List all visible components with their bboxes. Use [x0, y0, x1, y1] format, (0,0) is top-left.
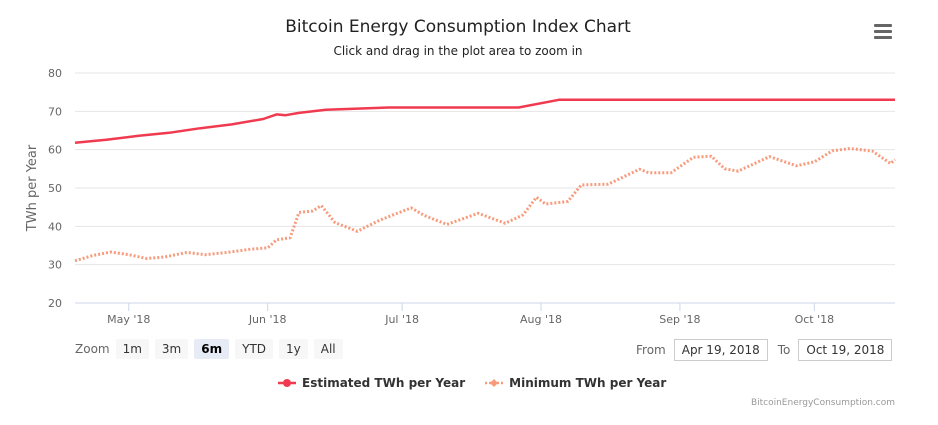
credit-link[interactable]: BitcoinEnergyConsumption.com: [750, 398, 895, 408]
x-tick-label: May '18: [107, 313, 150, 326]
range-button-1m[interactable]: 1m: [115, 339, 149, 359]
date-range-inputs: From Apr 19, 2018 To Oct 19, 2018: [636, 339, 902, 361]
y-tick-label: 50: [48, 182, 62, 195]
range-button-all[interactable]: All: [313, 339, 343, 359]
range-button-ytd[interactable]: YTD: [235, 339, 274, 359]
menu-bar: [874, 30, 892, 33]
legend-item-minimum[interactable]: Minimum TWh per Year: [485, 376, 666, 390]
hamburger-menu-icon[interactable]: [872, 24, 894, 42]
x-axis: May '18 Jun '18 Jul '18 Aug '18 Sep '18 Oct '…: [107, 303, 834, 326]
y-tick-label: 30: [48, 259, 62, 272]
y-tick-label: 20: [48, 297, 62, 310]
y-tick-label: 40: [48, 220, 62, 233]
y-tick-label: 60: [48, 144, 62, 157]
from-label: From: [636, 343, 666, 357]
to-label: To: [777, 343, 791, 357]
legend-label-minimum: Minimum TWh per Year: [509, 376, 667, 390]
y-tick-label: 80: [48, 67, 62, 80]
chart-subtitle: Click and drag in the plot area to zoom …: [333, 44, 583, 58]
range-button-1y[interactable]: 1y: [279, 339, 308, 359]
series-line-minimum[interactable]: [74, 147, 896, 263]
to-date-input[interactable]: Oct 19, 2018: [798, 339, 893, 361]
range-button-6m[interactable]: 6m: [194, 339, 230, 359]
y-tick-label: 70: [48, 105, 62, 118]
chart-legend: Estimated TWh per Year Minimum TWh per Y…: [278, 376, 686, 390]
grid-lines: [75, 72, 895, 304]
legend-label-estimated: Estimated TWh per Year: [302, 376, 466, 390]
y-axis-ticks: 20 30 40 50 60 70 80: [48, 67, 62, 310]
x-tick-label: Sep '18: [659, 313, 700, 326]
menu-bar: [874, 36, 892, 39]
x-tick-label: Oct '18: [795, 313, 835, 326]
range-button-3m[interactable]: 3m: [154, 339, 189, 359]
menu-bar: [874, 24, 892, 27]
chart-title: Bitcoin Energy Consumption Index Chart: [285, 17, 631, 37]
x-tick-label: Aug '18: [520, 313, 562, 326]
from-date-input[interactable]: Apr 19, 2018: [673, 339, 768, 361]
series-group: [74, 98, 896, 263]
legend-symbol-minimum: [485, 379, 504, 387]
x-tick-label: Jun '18: [248, 313, 287, 326]
y-axis-label: TWh per Year: [25, 144, 40, 232]
x-tick-label: Jul '18: [384, 313, 419, 326]
zoom-label: Zoom: [75, 342, 110, 356]
series-line-estimated[interactable]: [74, 98, 895, 145]
range-selector: Zoom 1m 3m 6m YTD 1y All: [75, 339, 343, 359]
legend-symbol-estimated: [278, 379, 296, 387]
legend-item-estimated[interactable]: Estimated TWh per Year: [278, 376, 465, 390]
